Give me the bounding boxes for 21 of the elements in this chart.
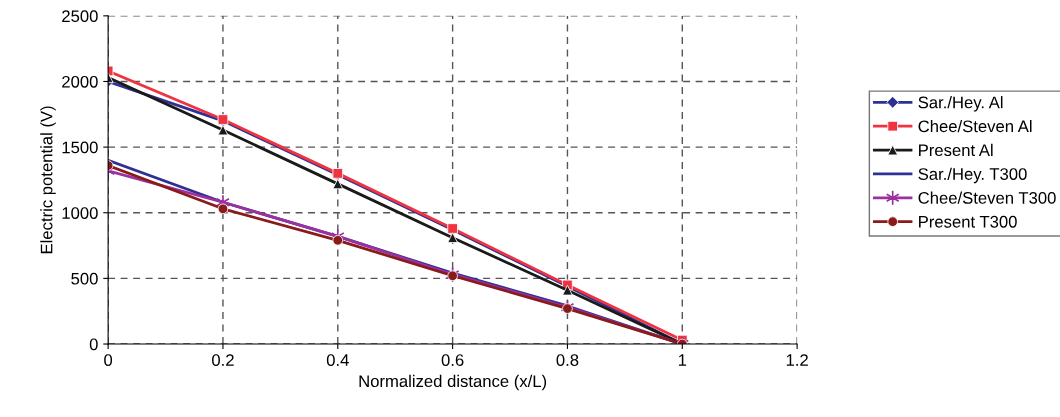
y-axis-title: Electric potential (V) xyxy=(40,106,56,254)
legend-label: Chee/Steven Al xyxy=(918,119,1032,133)
y-tick-label: 1500 xyxy=(62,141,98,154)
y-tick-label: 2500 xyxy=(62,10,98,23)
legend-label: Sar./Hey. Al xyxy=(918,96,1003,112)
y-tick-label: 0 xyxy=(89,338,98,351)
x-tick-label: 0.2 xyxy=(212,354,234,366)
y-tick-label: 500 xyxy=(71,272,98,285)
legend-label: Present Al xyxy=(919,143,993,157)
legend-label: Chee/Steven T300 xyxy=(918,191,1056,204)
x-tick-label: 0.4 xyxy=(326,354,349,366)
legend-label: Present T300 xyxy=(919,215,1017,228)
x-tick-label: 0.6 xyxy=(441,354,464,366)
y-tick-label: 2000 xyxy=(62,75,98,88)
x-tick-label: 1.2 xyxy=(786,354,808,366)
x-tick-label: 0 xyxy=(104,354,113,366)
x-tick-label: 0.8 xyxy=(556,354,579,366)
legend-label: Sar./Hey. T300 xyxy=(918,167,1027,184)
x-tick-label: 1 xyxy=(678,354,687,366)
x-axis-title: Normalized distance (x/L) xyxy=(359,374,547,391)
y-tick-label: 1000 xyxy=(62,207,98,219)
